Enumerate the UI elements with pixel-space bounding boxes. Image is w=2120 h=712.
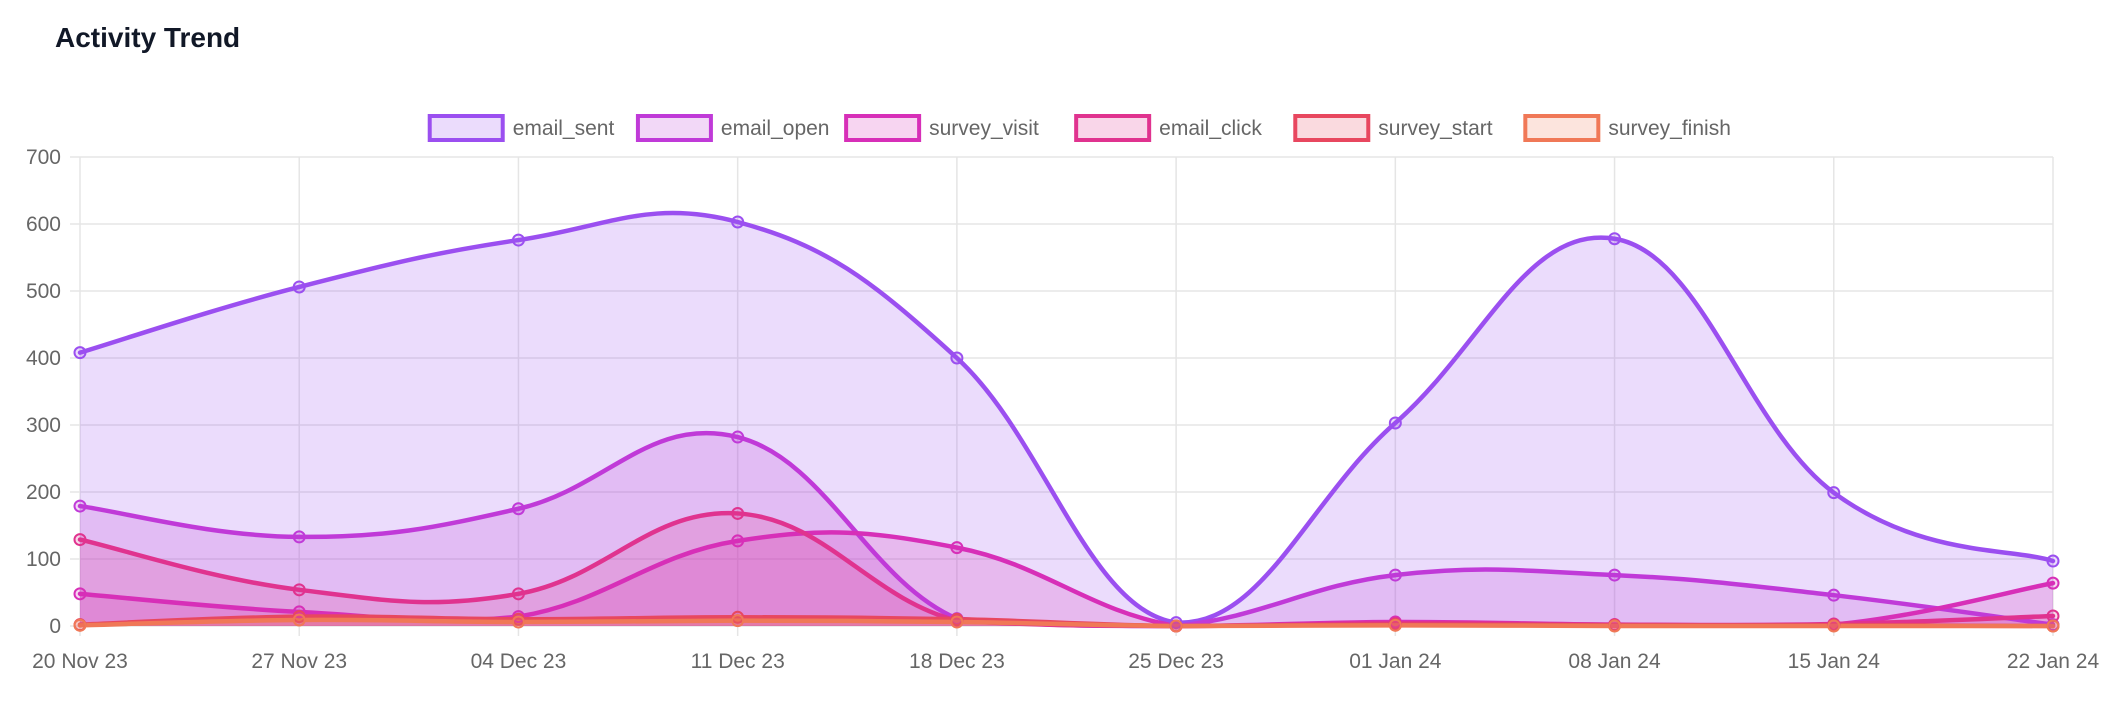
point-email_click[interactable]: [292, 583, 306, 597]
point-email_sent[interactable]: [1388, 416, 1402, 430]
point-email_open[interactable]: [511, 502, 525, 516]
point-email_open[interactable]: [1388, 568, 1402, 582]
point-email_open[interactable]: [73, 499, 87, 513]
point-email_open[interactable]: [292, 530, 306, 544]
point-survey_finish[interactable]: [511, 615, 525, 629]
line-survey_finish: [77, 617, 2056, 629]
y-tick-label: 500: [26, 280, 61, 303]
x-tick-label: 27 Nov 23: [251, 650, 347, 673]
legend-swatch: [844, 114, 922, 142]
point-email_click[interactable]: [511, 587, 525, 601]
point-survey_visit[interactable]: [2046, 576, 2060, 590]
y-axis-ticks: 0 100 200 300 400 500 600 700: [26, 146, 61, 638]
point-survey_visit[interactable]: [731, 534, 745, 548]
legend-label: survey_finish: [1608, 117, 1731, 140]
y-tick-label: 300: [26, 414, 61, 437]
point-survey_finish[interactable]: [292, 613, 306, 627]
point-survey_finish[interactable]: [731, 614, 745, 628]
x-tick-label: 04 Dec 23: [471, 650, 567, 673]
legend-label: survey_visit: [929, 117, 1039, 140]
x-tick-label: 25 Dec 23: [1128, 650, 1224, 673]
point-survey_finish[interactable]: [73, 618, 87, 632]
series-lines: [77, 210, 2056, 629]
area-email_click: [80, 513, 2053, 626]
series-areas: [80, 212, 2053, 626]
area-survey_finish: [80, 619, 2053, 626]
point-email_sent[interactable]: [73, 346, 87, 360]
point-email_open[interactable]: [1827, 588, 1841, 602]
y-tick-label: 700: [26, 146, 61, 169]
point-survey_finish[interactable]: [1827, 619, 1841, 633]
point-email_sent[interactable]: [1608, 232, 1622, 246]
x-tick-label: 01 Jan 24: [1349, 650, 1442, 673]
point-email_sent[interactable]: [731, 215, 745, 229]
line-email_sent: [77, 210, 2056, 625]
point-email_sent[interactable]: [511, 233, 525, 247]
legend-item-survey_visit[interactable]: survey_visit: [844, 114, 1039, 142]
legend-swatch: [1293, 114, 1371, 142]
x-axis-ticks: 20 Nov 23 27 Nov 23 04 Dec 23 11 Dec 23 18 D…: [32, 650, 2099, 673]
area-email_sent: [80, 212, 2053, 626]
x-tick-label: 11 Dec 23: [691, 650, 785, 673]
legend-label: survey_start: [1378, 117, 1493, 140]
legend-item-survey_start[interactable]: survey_start: [1293, 114, 1493, 142]
legend-item-email_open[interactable]: email_open: [635, 114, 830, 142]
chart-grid: [70, 156, 2054, 636]
x-tick-label: 18 Dec 23: [909, 650, 1005, 673]
point-survey_visit[interactable]: [950, 541, 964, 555]
chart-title: Activity Trend: [55, 22, 241, 53]
point-survey_visit[interactable]: [73, 587, 87, 601]
y-tick-label: 200: [26, 481, 61, 504]
point-email_click[interactable]: [73, 533, 87, 547]
point-survey_finish[interactable]: [1169, 619, 1183, 633]
x-tick-label: 22 Jan 24: [2007, 650, 2100, 673]
point-survey_finish[interactable]: [1608, 619, 1622, 633]
legend-item-email_sent[interactable]: email_sent: [427, 114, 615, 142]
point-email_sent[interactable]: [950, 351, 964, 365]
point-survey_finish[interactable]: [2046, 619, 2060, 633]
x-tick-label: 08 Jan 24: [1568, 650, 1661, 673]
series-points: [73, 215, 2060, 633]
legend-swatch: [635, 114, 713, 142]
point-email_open[interactable]: [1608, 568, 1622, 582]
point-email_open[interactable]: [731, 430, 745, 444]
point-email_sent[interactable]: [1827, 486, 1841, 500]
chart-legend: email_sent email_open survey_visit email_cl…: [427, 114, 1731, 142]
point-email_click[interactable]: [731, 506, 745, 520]
legend-label: email_sent: [513, 117, 615, 140]
legend-swatch: [1074, 114, 1152, 142]
x-tick-label: 15 Jan 24: [1788, 650, 1881, 673]
point-email_sent[interactable]: [292, 280, 306, 294]
legend-label: email_click: [1159, 117, 1262, 140]
x-tick-label: 20 Nov 23: [32, 650, 128, 673]
legend-item-email_click[interactable]: email_click: [1074, 114, 1262, 142]
y-tick-label: 600: [26, 213, 61, 236]
point-survey_finish[interactable]: [1388, 618, 1402, 632]
point-survey_finish[interactable]: [950, 615, 964, 629]
y-tick-label: 0: [49, 615, 61, 638]
legend-label: email_open: [721, 117, 830, 140]
legend-swatch: [1523, 114, 1601, 142]
point-email_sent[interactable]: [2046, 554, 2060, 568]
legend-item-survey_finish[interactable]: survey_finish: [1523, 114, 1731, 142]
y-tick-label: 400: [26, 347, 61, 370]
y-tick-label: 100: [26, 548, 61, 571]
legend-swatch: [427, 114, 505, 142]
